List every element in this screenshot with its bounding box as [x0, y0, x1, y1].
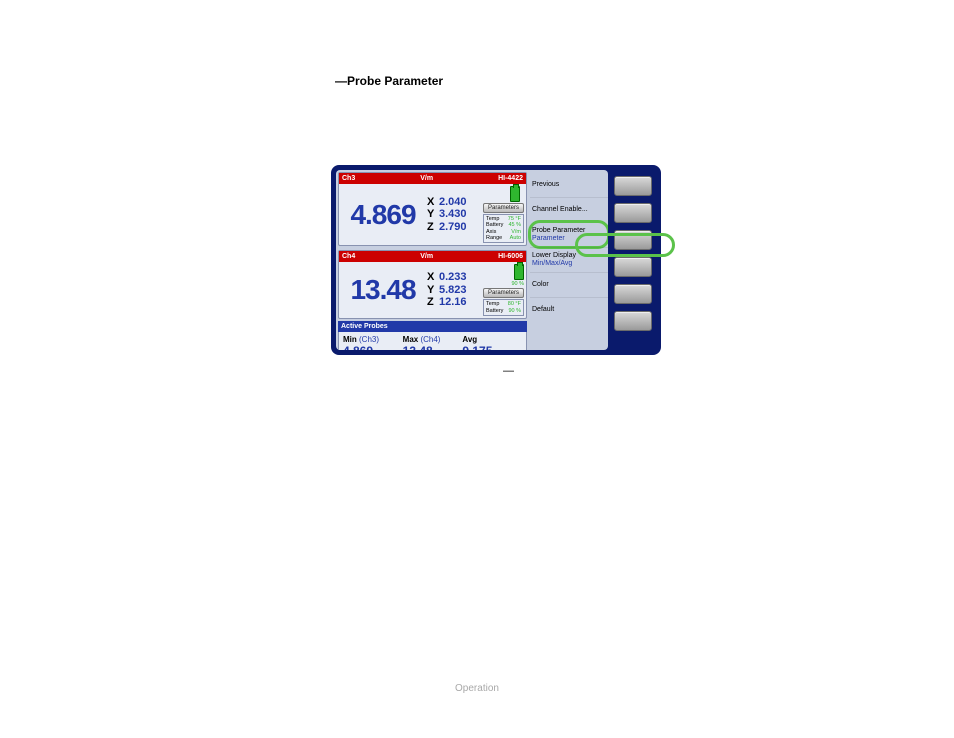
hw-button-3[interactable] [614, 230, 652, 250]
stats-panel: Min (Ch3) Max (Ch4) Avg 4.869 13.48 9.17… [338, 332, 527, 350]
ch3-value: 4.869 [341, 186, 425, 243]
soft-menu: Previous Channel Enable... Probe Paramet… [529, 170, 608, 350]
channel-panel-ch3: Ch3 V/m HI-4422 4.869 X2.040 Y3.430 Z2.7… [338, 172, 527, 246]
hw-button-1[interactable] [614, 176, 652, 196]
hardware-buttons [610, 170, 656, 350]
hw-button-4[interactable] [614, 257, 652, 277]
ch3-unit: V/m [420, 175, 433, 182]
stat-avg: 9.175 [462, 344, 522, 350]
ch3-info: Temp75 °F Battery45 % AxisV/m RangeAuto [483, 214, 524, 243]
ch4-xyz: X0.233 Y5.823 Z12.16 [427, 264, 481, 316]
section-heading: —Probe Parameter [335, 74, 443, 88]
active-probes-bar: Active Probes [338, 321, 527, 332]
ch4-batt-pct: 90 % [483, 281, 524, 287]
ch3-model: HI-4422 [498, 175, 523, 182]
ch4-label: Ch4 [342, 253, 355, 260]
hw-button-2[interactable] [614, 203, 652, 223]
figure-caption: — [503, 365, 514, 377]
menu-previous[interactable]: Previous [530, 172, 608, 197]
ch3-parameters-button[interactable]: Parameters [483, 203, 524, 213]
ch4-model: HI-6006 [498, 253, 523, 260]
page-footer: Operation [0, 683, 954, 694]
menu-lower-display[interactable]: Lower Display Min/Max/Avg [530, 247, 608, 272]
stat-min: 4.869 [343, 344, 403, 350]
device-frame: Ch3 V/m HI-4422 4.869 X2.040 Y3.430 Z2.7… [331, 165, 661, 355]
ch4-info: Temp80 °F Battery90 % [483, 299, 524, 316]
menu-default[interactable]: Default [530, 297, 608, 322]
battery-icon [514, 264, 524, 280]
device-screen: Ch3 V/m HI-4422 4.869 X2.040 Y3.430 Z2.7… [336, 170, 608, 350]
hw-button-5[interactable] [614, 284, 652, 304]
ch4-value: 13.48 [341, 264, 425, 316]
ch4-parameters-button[interactable]: Parameters [483, 288, 524, 298]
ch3-xyz: X2.040 Y3.430 Z2.790 [427, 186, 481, 243]
menu-probe-parameter[interactable]: Probe Parameter Parameter [530, 222, 608, 247]
menu-color[interactable]: Color [530, 272, 608, 297]
hw-button-6[interactable] [614, 311, 652, 331]
battery-icon [510, 186, 520, 202]
ch4-unit: V/m [420, 253, 433, 260]
channel-panel-ch4: Ch4 V/m HI-6006 13.48 X0.233 Y5.823 Z12.… [338, 250, 527, 319]
menu-channel-enable[interactable]: Channel Enable... [530, 197, 608, 222]
stat-max: 13.48 [403, 344, 463, 350]
ch3-label: Ch3 [342, 175, 355, 182]
